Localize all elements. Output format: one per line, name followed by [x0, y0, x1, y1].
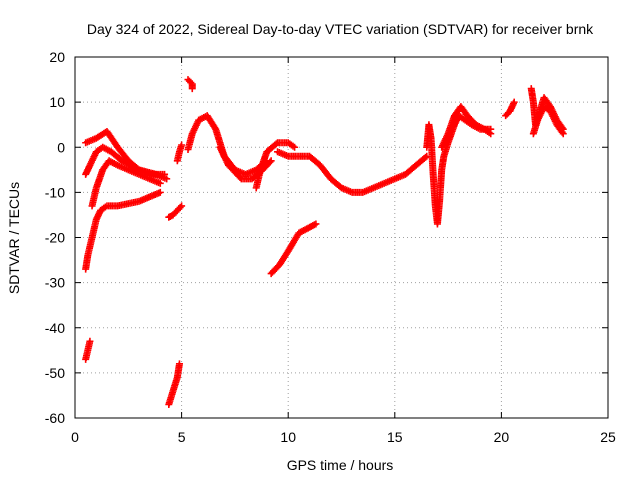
data-point — [86, 337, 94, 345]
data-point — [291, 143, 299, 151]
series-arc1 — [82, 188, 164, 273]
data-point — [175, 360, 183, 368]
series-arc6 — [165, 360, 183, 408]
series-arc14 — [274, 148, 431, 196]
x-tick-label: 25 — [600, 429, 616, 445]
series-arc3 — [82, 127, 169, 178]
series-arc16 — [438, 103, 495, 151]
chart-title: Day 324 of 2022, Sidereal Day-to-day VTE… — [87, 21, 594, 37]
grid — [75, 57, 608, 418]
data-point — [487, 130, 495, 138]
data-point — [188, 85, 196, 93]
y-tick-label: 20 — [49, 49, 65, 65]
data-point — [156, 179, 164, 187]
data-point — [176, 203, 184, 211]
series-arc17 — [502, 98, 518, 120]
y-axis: -60 -50 -40 -30 -20 -10 0 10 20 — [45, 49, 608, 426]
series-arc10 — [184, 112, 271, 178]
series-arc8 — [173, 141, 186, 165]
data-point — [558, 128, 566, 136]
data-point — [421, 153, 429, 161]
data-point — [312, 220, 320, 228]
data-point — [178, 141, 186, 149]
data-point — [161, 170, 169, 178]
y-tick-label: -40 — [45, 320, 65, 336]
series-arc4 — [88, 157, 164, 210]
series-arc5 — [82, 337, 94, 363]
data-point — [559, 130, 567, 138]
x-axis-title: GPS time / hours — [287, 457, 394, 473]
x-tick-label: 10 — [280, 429, 296, 445]
x-tick-label: 0 — [71, 429, 79, 445]
y-tick-label: -30 — [45, 275, 65, 291]
y-tick-label: -60 — [45, 410, 65, 426]
data-point — [163, 175, 171, 183]
series-arc13 — [267, 220, 320, 278]
y-tick-label: -50 — [45, 365, 65, 381]
data-point — [156, 188, 164, 196]
data-point — [178, 202, 186, 210]
y-tick-label: 0 — [57, 139, 65, 155]
series-arc7 — [165, 202, 186, 221]
data-point — [266, 158, 274, 166]
y-tick-label: 10 — [49, 94, 65, 110]
x-tick-label: 20 — [494, 429, 510, 445]
series-arc19 — [529, 103, 567, 138]
y-axis-title: SDTVAR / TECUs — [6, 182, 22, 294]
x-tick-label: 5 — [178, 429, 186, 445]
y-tick-label: -20 — [45, 230, 65, 246]
y-tick-label: -10 — [45, 184, 65, 200]
data-point — [211, 124, 219, 132]
x-axis: 0 5 10 15 20 25 — [71, 57, 616, 445]
series-arc9 — [184, 76, 196, 93]
data-points — [82, 76, 567, 408]
plot-frame — [74, 56, 609, 419]
data-point — [267, 157, 275, 165]
data-point — [510, 98, 518, 106]
series-arc12 — [252, 139, 299, 192]
x-tick-label: 15 — [387, 429, 403, 445]
